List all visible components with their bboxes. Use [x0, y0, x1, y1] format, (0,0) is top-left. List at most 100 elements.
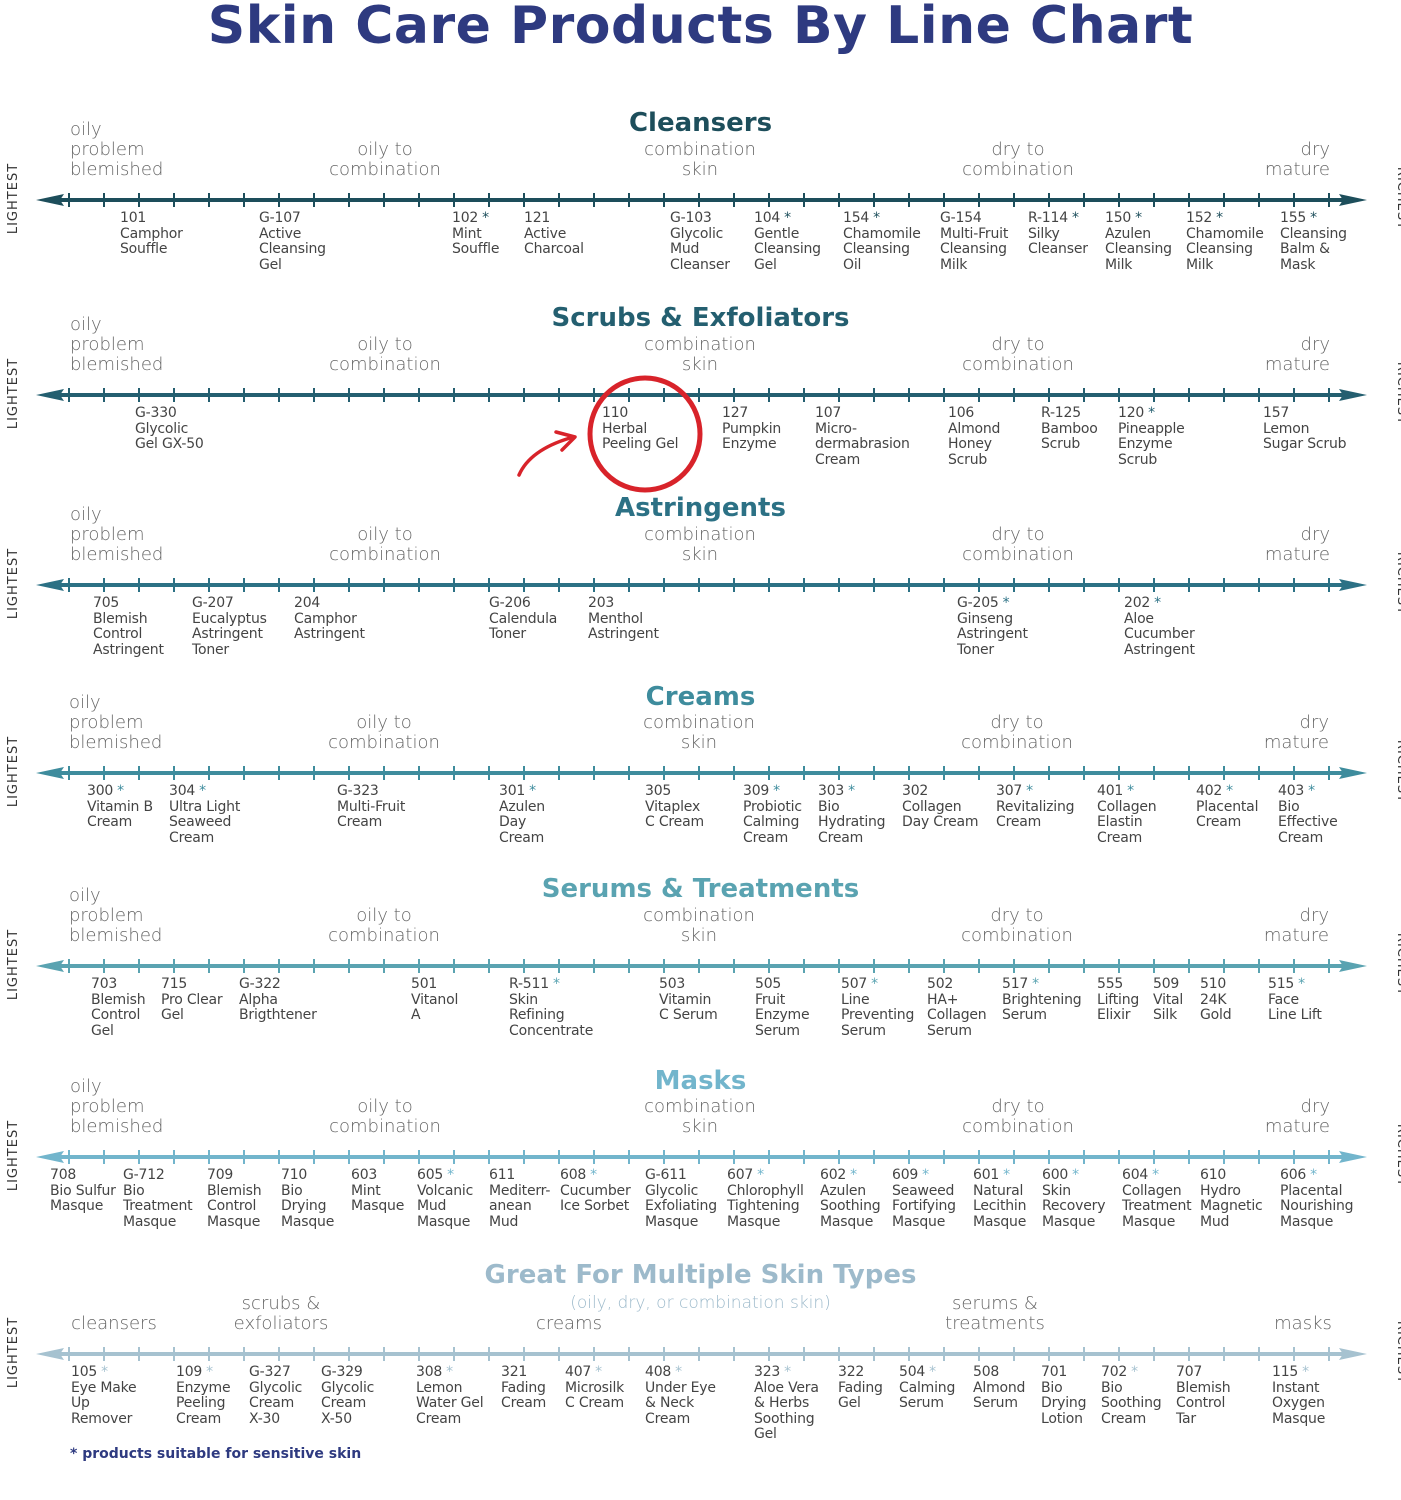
product-item: 203 Menthol Astringent	[588, 595, 659, 643]
skin-type-combination-line: combination	[644, 334, 756, 355]
product-item: G-206 Calendula Toner	[489, 595, 558, 643]
sensitive-asterisk: *	[101, 1364, 108, 1380]
product-name-line: Camphor	[120, 225, 183, 242]
arrow-left-icon	[36, 194, 64, 206]
section-title: Creams	[645, 682, 756, 712]
product-name-line: Azulen	[1105, 225, 1151, 242]
product-item: 600 * Skin Recovery Masque	[1042, 1167, 1106, 1230]
arrow-right-icon	[1339, 767, 1367, 779]
product-code: 109	[176, 1364, 203, 1380]
skin-type-oily-line: blemished	[70, 544, 164, 565]
product-code: 321	[501, 1364, 528, 1380]
product-code: G-154	[940, 210, 982, 226]
skin-type-oily-line: oily	[70, 1076, 102, 1097]
product-name-line: Volcanic	[417, 1182, 474, 1199]
skin-type-dry-to-combination-line: combination	[962, 159, 1074, 180]
product-name-line: Cream	[337, 814, 383, 831]
product-header: 705	[93, 595, 164, 612]
skin-type-dry-to-combination: dry to combination	[962, 140, 1074, 180]
skin-type-oily-to-combination-line: combination	[328, 925, 440, 946]
product-name-line: Pumpkin	[722, 420, 782, 437]
sensitive-asterisk: *	[871, 976, 878, 992]
sensitive-asterisk: *	[1298, 976, 1305, 992]
product-name-line: Cleansing	[1105, 241, 1172, 258]
product-code: 508	[973, 1364, 1000, 1380]
product-header: 321	[501, 1364, 546, 1381]
product-code: G-327	[249, 1364, 291, 1380]
product-item: 611 Mediterr-anean Mud	[489, 1167, 550, 1230]
product-code: 120	[1118, 405, 1145, 421]
product-code: 510	[1200, 976, 1227, 992]
product-name-line: Collagen	[1122, 1182, 1182, 1199]
product-header: 509	[1153, 976, 1183, 993]
product-item: 715 Pro Clear Gel	[161, 976, 223, 1024]
product-code: 505	[755, 976, 782, 992]
sensitive-asterisk: *	[850, 1167, 857, 1183]
lightest-label: LIGHTEST	[6, 928, 22, 1001]
product-name-line: Lemon	[1263, 420, 1310, 437]
product-name-line: Bio	[1101, 1379, 1123, 1396]
product-header: 610	[1200, 1167, 1263, 1184]
skin-type-oily: oily problem blemished	[69, 693, 162, 753]
product-name-line: Drying	[1041, 1395, 1087, 1412]
product-name-line: Calendula	[489, 610, 558, 627]
product-name-line: Soothing	[754, 1410, 815, 1427]
product-header: R-114 *	[1028, 210, 1088, 227]
product-item: G-205 * Ginseng Astringent Toner	[957, 595, 1028, 658]
product-header: 402 *	[1196, 783, 1258, 800]
product-name-line: Cleansing	[754, 241, 821, 258]
product-name-line: X-30	[249, 1410, 280, 1427]
sensitive-asterisk: *	[482, 210, 489, 226]
product-name-line: Cream	[645, 1410, 691, 1427]
product-name-line: Oil	[843, 256, 862, 273]
product-header: 601 *	[973, 1167, 1026, 1184]
product-code: 127	[722, 405, 749, 421]
product-header: 504 *	[899, 1364, 955, 1381]
product-name-line: Multi-Fruit	[940, 225, 1009, 242]
product-item: R-511 * Skin Refining Concentrate	[509, 976, 593, 1039]
product-name-line: Cream	[815, 451, 861, 468]
product-name-line: C Serum	[659, 1007, 718, 1024]
product-item: 408 * Under Eye & Neck Cream	[645, 1364, 716, 1427]
skin-type-oily-to-combination-line: combination	[328, 732, 440, 753]
product-name-line: Cream	[1196, 814, 1242, 831]
product-name-line: Calming	[743, 814, 800, 831]
product-name-line: Menthol	[588, 610, 643, 627]
richest-label: RICHEST	[1394, 932, 1401, 997]
arrow-right-icon	[1339, 1151, 1367, 1163]
sensitive-asterisk: *	[552, 976, 560, 992]
product-name-line: Masque	[351, 1198, 405, 1215]
product-header: 303 *	[818, 783, 885, 800]
skin-type-combination-line: combination	[644, 524, 756, 545]
product-name-line: Sugar Scrub	[1263, 436, 1347, 453]
product-item: 515 * Face Line Lift	[1268, 976, 1322, 1024]
product-item: 307 * Revitalizing Cream	[996, 783, 1075, 831]
skin-type-dry-mature: dry mature	[1265, 1097, 1330, 1137]
skin-type-oily-to-combination-line: combination	[329, 354, 441, 375]
product-name-line: Ultra Light	[169, 798, 241, 815]
category-masks: masks	[1274, 1313, 1332, 1334]
skin-type-dry-to-combination-line: combination	[962, 354, 1074, 375]
lightest-label: LIGHTEST	[6, 1119, 22, 1192]
sensitive-asterisk: *	[590, 1167, 597, 1183]
product-code: R-511	[509, 976, 549, 992]
product-item: 150 * Azulen Cleansing Milk	[1105, 210, 1172, 273]
product-item: 305 Vitaplex C Cream	[645, 783, 704, 831]
product-header: 606 *	[1280, 1167, 1353, 1184]
product-item: 109 * Enzyme Peeling Cream	[176, 1364, 231, 1427]
product-header: G-611	[645, 1167, 717, 1184]
product-name-line: Face	[1268, 991, 1299, 1008]
product-name-line: 24K	[1200, 991, 1227, 1008]
product-name-line: Cleansing	[1280, 225, 1347, 242]
product-item: 301 * Azulen Day Cream	[499, 783, 545, 846]
skin-type-dry-mature-line: dry	[1299, 712, 1329, 733]
product-code: 608	[560, 1167, 587, 1183]
product-code: 509	[1153, 976, 1180, 992]
skin-type-combination-line: skin	[680, 925, 718, 946]
skin-type-dry-to-combination-line: dry to	[991, 524, 1045, 545]
product-name-line: HA+	[927, 991, 959, 1008]
product-name-line: Bio	[281, 1182, 303, 1199]
product-item: 322 Fading Gel	[838, 1364, 883, 1412]
arrow-left-icon	[36, 767, 64, 779]
product-item: 505 Fruit Enzyme Serum	[755, 976, 810, 1039]
